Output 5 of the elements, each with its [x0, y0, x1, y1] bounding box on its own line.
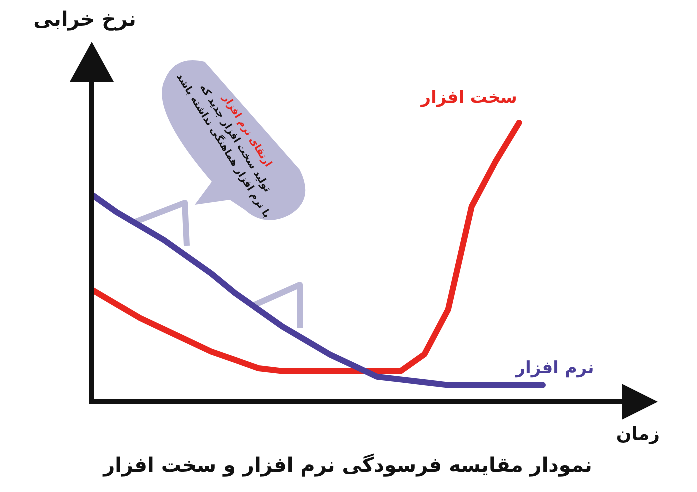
y-axis-title: نرخ خرابی: [34, 7, 136, 31]
x-axis-title: زمان: [616, 424, 660, 445]
series-label: سخت افزار: [420, 88, 518, 108]
series-label: نرم افزار: [514, 358, 594, 378]
text: نمودار مقایسه فرسودگی نرم افزار و سخت افزار: [102, 453, 592, 477]
